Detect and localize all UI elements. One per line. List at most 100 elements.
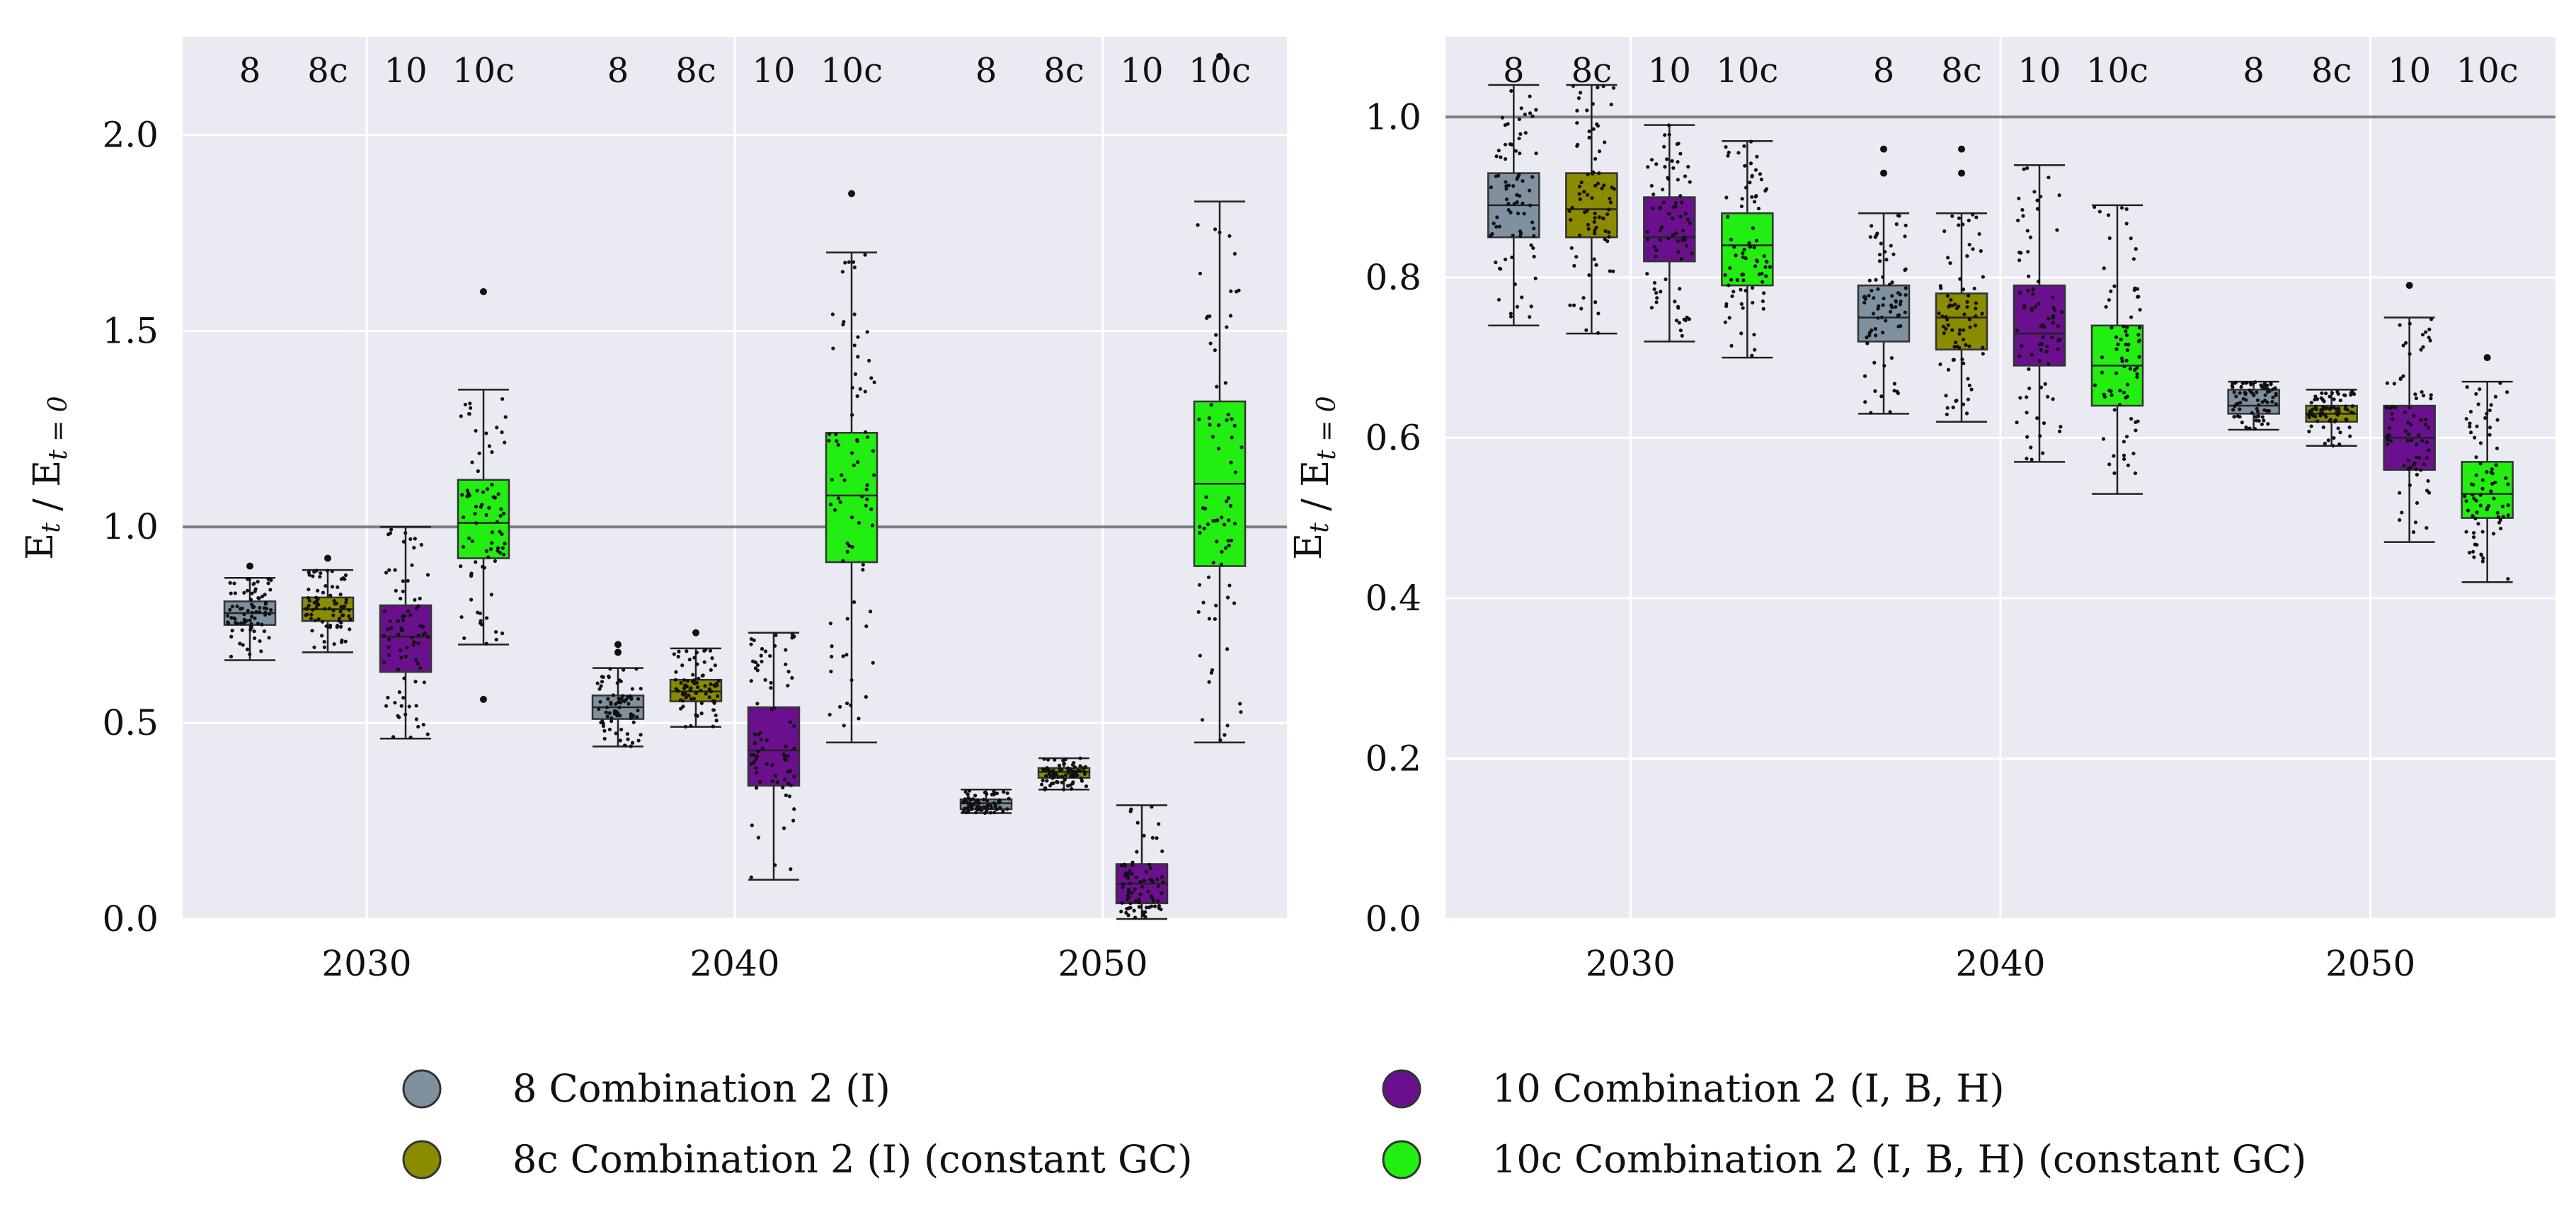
data-point [607, 711, 612, 715]
data-point [2322, 399, 2326, 404]
data-point [865, 330, 869, 334]
outlier-point [324, 554, 331, 562]
data-point [343, 577, 347, 581]
box-10c-2030 [1721, 139, 1774, 359]
data-point [2480, 486, 2485, 491]
data-point [339, 577, 343, 581]
data-point [401, 539, 406, 544]
data-point [1084, 765, 1088, 769]
data-point [2471, 549, 2475, 554]
data-point [1607, 207, 1611, 212]
data-point [2415, 501, 2420, 505]
data-point [328, 593, 333, 598]
data-point [1740, 197, 1744, 201]
data-point [752, 638, 756, 642]
data-point [2496, 515, 2501, 519]
legend-label-10c: 10c Combination 2 (I, B, H) (constant GC… [1492, 1137, 2306, 1182]
y-tick-label: 0.0 [102, 898, 159, 939]
data-point [1216, 447, 1221, 451]
data-point [2472, 555, 2476, 559]
data-point [847, 260, 851, 264]
data-point [1651, 206, 1655, 211]
data-point [853, 372, 858, 377]
data-point [1063, 773, 1068, 777]
data-point [2485, 411, 2489, 416]
data-point [1510, 255, 1514, 260]
y-axis-label-part: E [1288, 533, 1330, 560]
data-point [1761, 280, 1765, 284]
data-point [1225, 595, 1230, 600]
data-point [2255, 398, 2260, 402]
data-point [790, 675, 794, 680]
data-point [259, 649, 263, 653]
data-point [2114, 347, 2119, 351]
outlier-point [1880, 169, 1887, 177]
data-point [2036, 279, 2041, 284]
data-point [1973, 324, 1978, 328]
data-point [830, 644, 834, 649]
data-point [347, 607, 351, 612]
data-point [784, 648, 788, 652]
data-point [1881, 275, 1885, 279]
data-point [230, 629, 234, 633]
data-point [1942, 331, 1946, 336]
data-point [2321, 405, 2325, 409]
data-point [684, 695, 688, 699]
data-point [2051, 397, 2055, 401]
data-point [1494, 154, 1499, 159]
group-label: 8c [1941, 51, 1981, 91]
group-label: 8 [1503, 51, 1525, 91]
data-point [2122, 440, 2126, 444]
data-point [2016, 218, 2020, 222]
data-point [758, 779, 762, 784]
data-point [683, 683, 688, 687]
data-point [2479, 553, 2483, 557]
data-point [1225, 724, 1230, 728]
data-point [268, 608, 273, 612]
y-axis-label-part: / E [1295, 460, 1337, 523]
data-point [2418, 468, 2423, 472]
data-point [864, 487, 869, 491]
data-point [1591, 102, 1595, 106]
data-point [1509, 314, 1513, 319]
data-point [1593, 300, 1598, 304]
data-point [2100, 355, 2105, 360]
data-point [1762, 253, 1766, 258]
data-point [2506, 482, 2510, 486]
data-point [1865, 336, 1869, 340]
data-point [2468, 425, 2472, 429]
data-point [983, 811, 988, 816]
data-point [2428, 338, 2432, 343]
data-point [493, 559, 498, 564]
data-point [2101, 437, 2106, 441]
box-10c-2030 [457, 287, 510, 703]
data-point [856, 460, 860, 464]
data-point [416, 661, 420, 665]
data-point [2493, 394, 2498, 399]
data-point [674, 687, 678, 691]
data-point [1070, 787, 1074, 791]
data-point [636, 738, 641, 743]
data-point [1512, 202, 1516, 206]
data-point [760, 659, 764, 664]
box-iqr [1643, 196, 1696, 263]
data-point [1126, 913, 1130, 918]
data-point [1870, 288, 1874, 293]
data-point [2334, 407, 2338, 411]
data-point [2262, 418, 2266, 423]
data-point [1597, 215, 1601, 219]
data-point [306, 595, 311, 600]
data-point [2468, 421, 2472, 425]
data-point [2042, 325, 2047, 329]
data-point [1758, 172, 1763, 176]
data-point [629, 744, 633, 748]
outlier-point [1958, 169, 1965, 177]
data-point [710, 656, 714, 661]
data-point [1225, 325, 1229, 329]
data-point [1946, 323, 1950, 327]
data-point [1503, 142, 1508, 147]
data-point [2260, 422, 2264, 426]
data-point [1229, 460, 1233, 464]
data-point [2030, 457, 2034, 462]
data-point [600, 680, 605, 684]
